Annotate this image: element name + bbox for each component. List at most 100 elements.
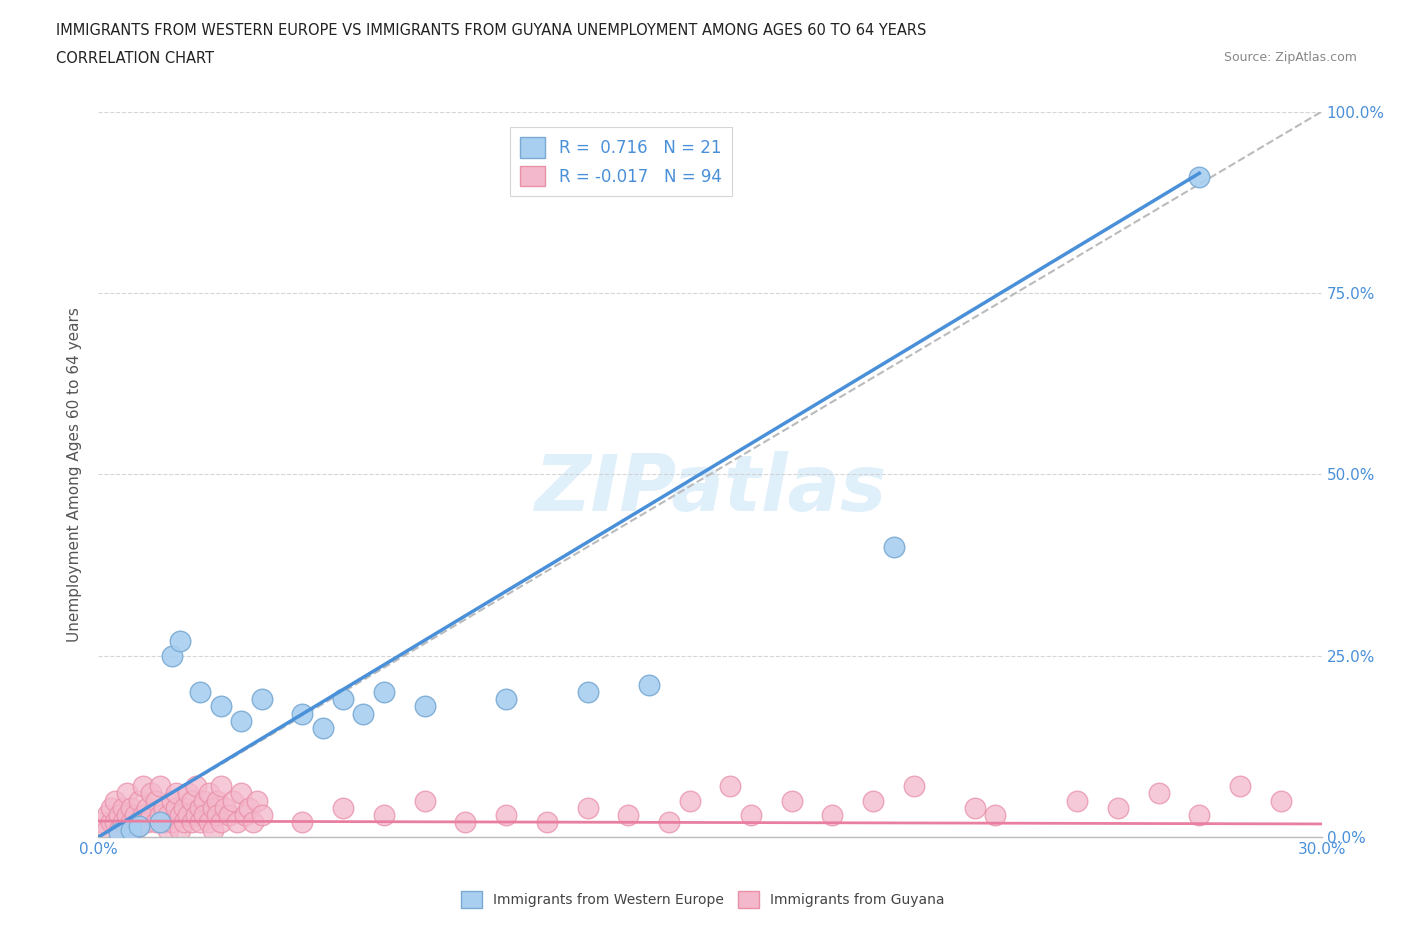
Point: [128, 818, 150, 833]
Point: [197, 786, 219, 801]
Point: [120, 822, 142, 837]
Point: [104, 793, 127, 808]
Point: [209, 699, 232, 714]
Point: [124, 808, 146, 823]
Point: [373, 808, 395, 823]
Point: [1229, 778, 1251, 793]
Point: [188, 684, 212, 699]
Point: [152, 801, 174, 816]
Point: [332, 801, 354, 816]
Point: [209, 815, 232, 830]
Point: [160, 815, 183, 830]
Point: [576, 684, 599, 699]
Point: [1066, 793, 1088, 808]
Point: [165, 801, 187, 816]
Point: [128, 793, 150, 808]
Point: [156, 808, 179, 823]
Point: [188, 801, 212, 816]
Point: [193, 793, 215, 808]
Point: [209, 778, 232, 793]
Point: [115, 808, 138, 823]
Point: [149, 815, 172, 830]
Point: [181, 815, 204, 830]
Point: [222, 793, 245, 808]
Point: [214, 801, 236, 816]
Point: [100, 815, 122, 830]
Point: [149, 808, 172, 823]
Point: [149, 778, 172, 793]
Point: [231, 786, 253, 801]
Point: [332, 692, 354, 707]
Legend: Immigrants from Western Europe, Immigrants from Guyana: Immigrants from Western Europe, Immigran…: [456, 885, 950, 914]
Point: [169, 808, 191, 823]
Text: ZIPatlas: ZIPatlas: [534, 451, 886, 526]
Point: [173, 801, 195, 816]
Point: [177, 808, 200, 823]
Point: [201, 822, 224, 837]
Point: [115, 786, 138, 801]
Point: [903, 778, 925, 793]
Text: CORRELATION CHART: CORRELATION CHART: [56, 51, 214, 66]
Point: [108, 822, 131, 837]
Point: [201, 801, 224, 816]
Point: [120, 801, 142, 816]
Point: [111, 801, 134, 816]
Point: [141, 786, 163, 801]
Point: [413, 793, 436, 808]
Point: [145, 815, 167, 830]
Point: [246, 793, 269, 808]
Point: [291, 815, 314, 830]
Point: [495, 808, 517, 823]
Point: [233, 808, 256, 823]
Point: [250, 692, 273, 707]
Point: [638, 677, 661, 692]
Point: [96, 808, 118, 823]
Point: [91, 815, 114, 830]
Point: [536, 815, 558, 830]
Point: [862, 793, 884, 808]
Point: [1270, 793, 1292, 808]
Point: [238, 801, 260, 816]
Text: Source: ZipAtlas.com: Source: ZipAtlas.com: [1223, 51, 1357, 64]
Point: [1188, 808, 1211, 823]
Point: [821, 808, 844, 823]
Point: [160, 793, 183, 808]
Point: [226, 815, 249, 830]
Point: [152, 815, 174, 830]
Point: [250, 808, 273, 823]
Point: [120, 815, 142, 830]
Point: [145, 793, 167, 808]
Point: [141, 808, 163, 823]
Point: [136, 801, 159, 816]
Point: [984, 808, 1007, 823]
Point: [965, 801, 987, 816]
Point: [193, 808, 215, 823]
Point: [181, 793, 204, 808]
Point: [96, 822, 118, 837]
Point: [165, 786, 187, 801]
Point: [352, 706, 374, 721]
Point: [1147, 786, 1170, 801]
Point: [1188, 169, 1211, 184]
Point: [156, 822, 179, 837]
Point: [373, 684, 395, 699]
Point: [169, 633, 191, 648]
Point: [720, 778, 742, 793]
Point: [205, 793, 228, 808]
Point: [108, 808, 131, 823]
Point: [1107, 801, 1129, 816]
Point: [740, 808, 762, 823]
Y-axis label: Unemployment Among Ages 60 to 64 years: Unemployment Among Ages 60 to 64 years: [67, 307, 83, 642]
Point: [883, 539, 905, 554]
Point: [658, 815, 681, 830]
Point: [132, 808, 155, 823]
Point: [197, 815, 219, 830]
Point: [291, 706, 314, 721]
Point: [454, 815, 477, 830]
Point: [495, 692, 517, 707]
Point: [108, 826, 131, 841]
Point: [160, 648, 183, 663]
Point: [173, 815, 195, 830]
Point: [132, 778, 155, 793]
Point: [186, 778, 208, 793]
